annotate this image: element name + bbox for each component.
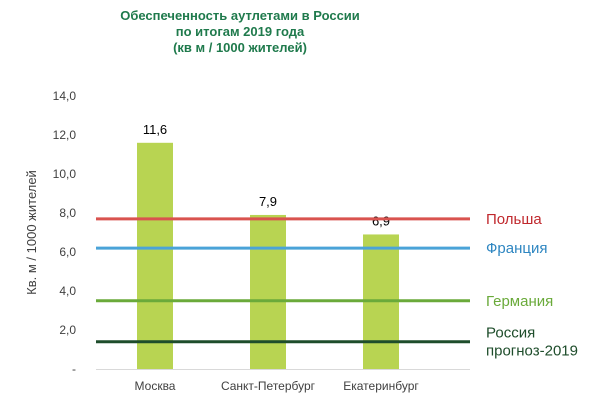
x-category-label: Санкт-Петербург (221, 379, 316, 393)
y-tick-label: 14,0 (53, 89, 77, 103)
y-axis-label: Кв. м / 1000 жителей (24, 170, 39, 295)
chart-title-line: по итогам 2019 года (176, 24, 305, 39)
y-tick-label: 8,0 (59, 206, 76, 220)
reference-line-label: Германия (486, 293, 553, 310)
reference-line-label: прогноз-2019 (486, 343, 578, 360)
reference-line-label: Польша (486, 211, 542, 228)
chart-title-line: Обеспеченность аутлетами в России (120, 8, 360, 23)
data-label: 7,9 (259, 194, 277, 209)
y-axis: Кв. м / 1000 жителей - 2,0 4,0 6,0 8,0 10,0 12,… (24, 89, 76, 376)
x-axis: Москва Санкт-Петербург Екатеринбург (96, 369, 470, 393)
y-tick-label: 2,0 (59, 323, 76, 337)
y-tick-label: 12,0 (53, 128, 77, 142)
y-tick-label: 4,0 (59, 284, 76, 298)
bar-2 (250, 214, 286, 369)
reference-line-label: Франция (486, 240, 547, 257)
reference-line-label: Россия (486, 325, 535, 342)
y-tick-label: - (72, 362, 76, 376)
chart-title-line: (кв м / 1000 жителей) (173, 40, 307, 55)
bar-1 (137, 142, 173, 369)
bars (137, 142, 399, 369)
y-tick-label: 6,0 (59, 245, 76, 259)
data-label: 6,9 (372, 213, 390, 228)
data-labels: 11,6 7,9 6,9 (143, 122, 390, 229)
y-tick-label: 10,0 (53, 167, 77, 181)
x-category-label: Екатеринбург (343, 379, 419, 393)
data-label: 11,6 (143, 122, 167, 137)
x-category-label: Москва (135, 379, 176, 393)
